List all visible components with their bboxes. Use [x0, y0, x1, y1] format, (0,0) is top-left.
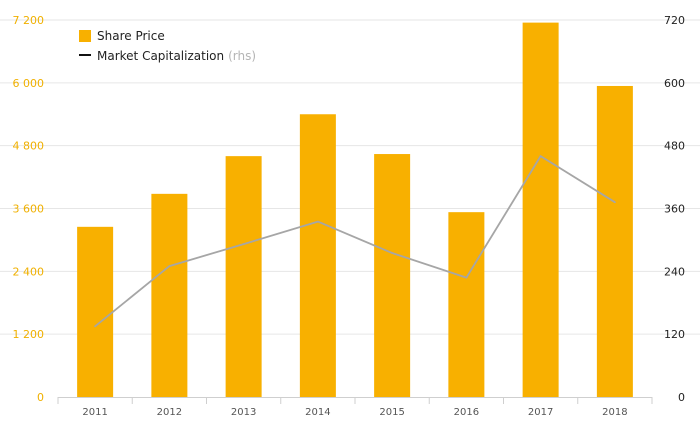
- x-tick-label-2012: 2012: [157, 407, 182, 418]
- legend-label-share-price: Share Price: [97, 29, 165, 43]
- point-market-cap-2016: [465, 276, 468, 279]
- bar-share-price-2014: [299, 114, 336, 397]
- legend-label-market-cap-name: Market Capitalization: [97, 49, 224, 63]
- x-tick-label-2014: 2014: [305, 407, 330, 418]
- point-market-cap-2018: [613, 201, 616, 204]
- y-left-tick-label: 4 800: [13, 140, 45, 153]
- y-left-tick-label: 1 200: [13, 328, 45, 341]
- legend-label-market-cap: Market Capitalization (rhs): [97, 49, 256, 63]
- y-left-tick-label: 7 200: [13, 14, 45, 27]
- x-tick-label-2017: 2017: [528, 407, 553, 418]
- y-right-tick-label: 480: [664, 140, 685, 153]
- bar-share-price-2012: [151, 193, 188, 397]
- bar-share-price-2015: [374, 154, 411, 397]
- bar-share-price-2017: [522, 22, 559, 398]
- line-market-capitalization: [94, 155, 616, 327]
- axes: 2011 2012 2013 2014 2015 2016 2017 2018 0 1 200 2 …: [13, 14, 686, 418]
- share-price-bars: [77, 22, 633, 398]
- y-right-tick-label: 600: [664, 77, 685, 90]
- legend-label-market-cap-suffix: (rhs): [228, 49, 256, 63]
- legend: Share Price Market Capitalization (rhs): [79, 29, 256, 63]
- x-tick-label-2016: 2016: [454, 407, 479, 418]
- x-tick-label-2011: 2011: [82, 407, 107, 418]
- x-tick-label-2013: 2013: [231, 407, 256, 418]
- bar-share-price-2011: [77, 226, 114, 397]
- bar-share-price-2018: [596, 85, 633, 397]
- y-right-tick-label: 720: [664, 14, 685, 27]
- y-left-tick-label: 6 000: [13, 77, 45, 90]
- bar-share-price-2013: [225, 156, 262, 397]
- point-market-cap-2017: [539, 155, 542, 158]
- point-market-cap-2011: [94, 325, 97, 328]
- y-right-tick-label: 360: [664, 203, 685, 216]
- point-market-cap-2012: [168, 265, 171, 267]
- x-tick-label-2015: 2015: [379, 407, 404, 418]
- y-right-tick-label: 120: [664, 328, 685, 341]
- y-left-tick-label: 0: [37, 391, 44, 404]
- point-market-cap-2014: [316, 220, 319, 223]
- y-left-tick-label: 2 400: [13, 265, 45, 278]
- point-market-cap-2015: [391, 252, 394, 254]
- y-right-tick-label: 240: [664, 265, 685, 278]
- bar-share-price-2016: [448, 212, 485, 397]
- y-right-tick-label: 0: [678, 391, 685, 404]
- y-left-tick-label: 3 600: [13, 203, 45, 216]
- gridlines: [0, 19, 700, 335]
- legend-swatch-share-price: [79, 30, 91, 42]
- x-tick-label-2018: 2018: [602, 407, 627, 418]
- point-market-cap-2013: [242, 243, 245, 246]
- market-cap-line-layer: [94, 155, 616, 328]
